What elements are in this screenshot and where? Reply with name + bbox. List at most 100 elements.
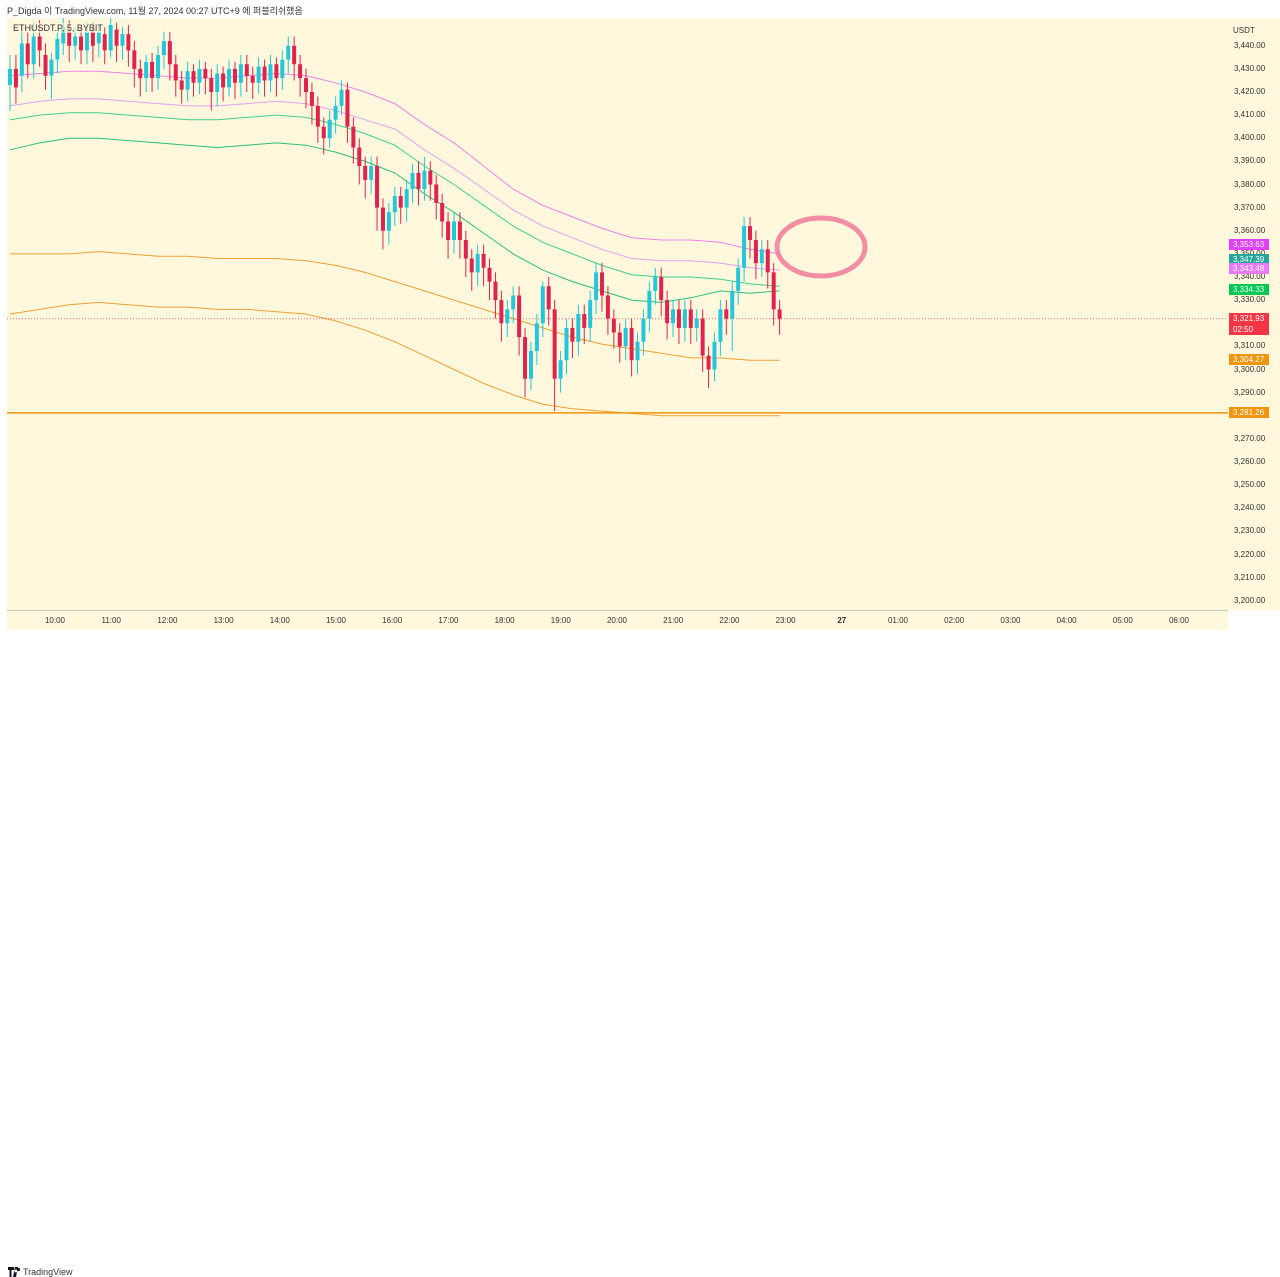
candle-body bbox=[274, 64, 279, 79]
candle-body bbox=[262, 66, 267, 81]
candle-body bbox=[227, 68, 232, 88]
price-tick-label: 3,310.00 bbox=[1234, 341, 1266, 351]
time-tick-label: 03:00 bbox=[1000, 616, 1021, 625]
time-tick-label: 04:00 bbox=[1056, 616, 1077, 625]
orange-lower-band-line bbox=[9, 301, 780, 417]
candle-body bbox=[386, 212, 391, 231]
tradingview-logo-icon[interactable] bbox=[8, 1267, 21, 1277]
candle-body bbox=[280, 59, 285, 79]
candle-body bbox=[742, 226, 747, 268]
candle-body bbox=[659, 277, 664, 301]
candle-body bbox=[351, 126, 356, 148]
candle-body bbox=[13, 68, 18, 88]
candle-body bbox=[321, 126, 326, 139]
price-badge: 3,304.27 bbox=[1229, 353, 1269, 365]
time-axis[interactable] bbox=[7, 610, 1228, 631]
candle-body bbox=[623, 327, 628, 347]
candle-body bbox=[191, 71, 196, 83]
candle-body bbox=[552, 309, 557, 379]
time-tick-label: 02:00 bbox=[944, 616, 965, 625]
candle-body bbox=[635, 341, 640, 361]
mid-upper-band-line bbox=[9, 112, 780, 287]
time-tick-label: 06:00 bbox=[1168, 616, 1190, 625]
time-tick-label: 20:00 bbox=[606, 616, 628, 625]
candle-body bbox=[647, 290, 652, 319]
candle-body bbox=[120, 34, 125, 46]
candle-body bbox=[665, 300, 670, 324]
candle-body bbox=[617, 332, 622, 347]
price-badge-label: 3,343.48 bbox=[1233, 263, 1265, 273]
price-chart[interactable] bbox=[7, 18, 1228, 610]
candle-body bbox=[576, 314, 581, 342]
price-tick-label: 3,370.00 bbox=[1234, 202, 1266, 212]
candle-body bbox=[511, 295, 516, 310]
candle-body bbox=[55, 38, 60, 60]
candle-body bbox=[540, 286, 545, 324]
candle-body bbox=[410, 172, 415, 190]
candle-body bbox=[434, 184, 439, 203]
candle-body bbox=[748, 226, 752, 240]
publish-info-text: P_Digda 이 TradingView.com, 11월 27, 2024 … bbox=[7, 6, 303, 16]
candle-body bbox=[724, 309, 729, 319]
chart-area[interactable]: ETHUSDT.P, 5, BYBIT bbox=[7, 18, 1229, 610]
time-tick-label: 21:00 bbox=[663, 616, 684, 625]
time-tick-label: 14:00 bbox=[269, 616, 290, 625]
candle-body bbox=[428, 170, 433, 185]
price-tick-label: 3,250.00 bbox=[1234, 480, 1266, 490]
publish-header: P_Digda 이 TradingView.com, 11월 27, 2024 … bbox=[0, 0, 1280, 18]
time-tick-label: 16:00 bbox=[382, 616, 403, 625]
candle-body bbox=[90, 31, 95, 46]
candle-body bbox=[765, 249, 770, 273]
candle-body bbox=[777, 309, 782, 319]
price-badge-label: 3,334.33 bbox=[1233, 285, 1265, 295]
candle-body bbox=[238, 64, 243, 83]
candle-body bbox=[363, 166, 368, 180]
price-badge: 3,347.39 bbox=[1229, 253, 1269, 265]
candle-body bbox=[771, 272, 776, 310]
price-tick-label: 3,350.00 bbox=[1234, 249, 1265, 258]
candle-body bbox=[126, 34, 131, 51]
candle-body bbox=[132, 50, 137, 69]
candle-body bbox=[286, 45, 291, 60]
price-tick-label: 3,380.00 bbox=[1234, 179, 1266, 189]
time-tick-label: 15:00 bbox=[325, 616, 347, 625]
orange-upper-band-line bbox=[10, 251, 780, 361]
candle-body bbox=[19, 43, 24, 76]
price-badge: 3,353.63 bbox=[1229, 239, 1269, 251]
candle-body bbox=[138, 68, 143, 79]
time-tick-label: 18:00 bbox=[494, 616, 515, 625]
candle-body bbox=[422, 170, 427, 190]
candle-body bbox=[416, 172, 421, 190]
time-tick-label: 13:00 bbox=[213, 616, 234, 625]
price-tick-label: 3,420.00 bbox=[1234, 87, 1266, 96]
candle-body bbox=[209, 78, 214, 92]
candle-body bbox=[221, 73, 226, 88]
candle-body bbox=[605, 295, 610, 319]
price-tick-label: 3,360.00 bbox=[1234, 225, 1266, 235]
candle-body bbox=[298, 64, 303, 79]
candle-body bbox=[256, 66, 261, 83]
candle-body bbox=[730, 290, 735, 319]
candle-body bbox=[558, 360, 563, 379]
price-tick-label: 3,220.00 bbox=[1234, 549, 1266, 559]
candle-body bbox=[161, 41, 166, 55]
candle-body bbox=[446, 221, 451, 240]
price-badge-label: 3,304.27 bbox=[1233, 354, 1265, 364]
candle-body bbox=[43, 55, 48, 76]
candle-body bbox=[173, 64, 178, 81]
price-tick-label: 3,240.00 bbox=[1234, 503, 1266, 513]
tradingview-brand[interactable]: TradingView bbox=[23, 1267, 73, 1277]
candle-body bbox=[688, 309, 693, 328]
price-tick-label: 3,330.00 bbox=[1234, 295, 1266, 305]
currency-label[interactable]: USDT bbox=[1233, 26, 1255, 35]
candle-body bbox=[676, 309, 681, 328]
symbol-label[interactable]: ETHUSDT.P, 5, BYBIT bbox=[13, 23, 103, 33]
candle-body bbox=[292, 45, 297, 65]
candle-body bbox=[753, 240, 758, 264]
candle-body bbox=[463, 240, 468, 259]
candle-body bbox=[108, 24, 113, 51]
upper-inner-band-line bbox=[9, 98, 780, 271]
price-tick-label: 3,230.00 bbox=[1234, 526, 1266, 536]
highlight-circle-annotation bbox=[774, 215, 868, 279]
candle-body bbox=[375, 166, 380, 208]
